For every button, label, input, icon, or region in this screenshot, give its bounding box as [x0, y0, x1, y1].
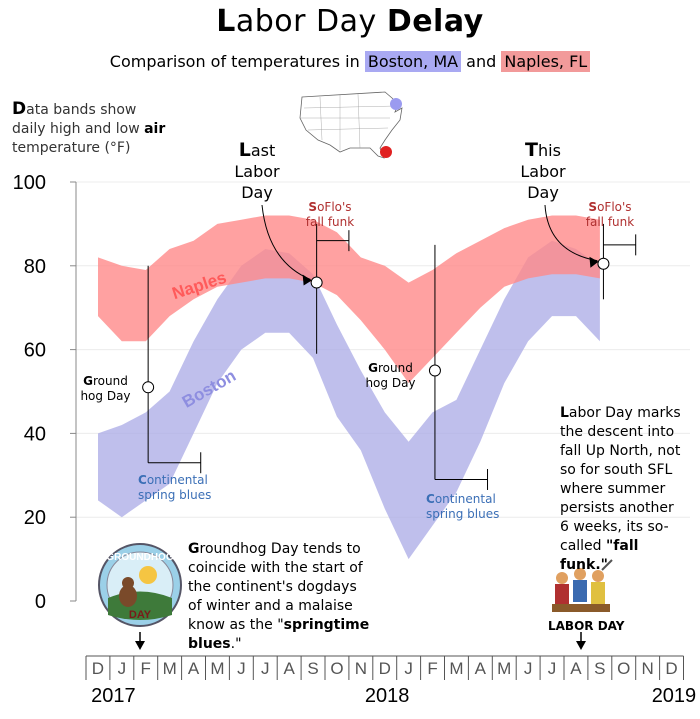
- x-month-label: N: [642, 659, 654, 678]
- chart-title: Labor Day Delay: [0, 4, 700, 39]
- y-tick-label: 20: [24, 507, 46, 529]
- y-tick-label: 60: [24, 340, 46, 362]
- title-bold: Delay: [386, 4, 484, 39]
- groundhog-label-2018: Ground hog Day: [365, 361, 416, 390]
- last-labor-day-label: Last Labor Day: [234, 139, 280, 203]
- x-month-label: J: [237, 659, 246, 678]
- naples-map-marker: [380, 146, 392, 158]
- x-month-label: J: [261, 659, 270, 678]
- y-tick-label: 0: [35, 591, 46, 613]
- x-month-label: M: [497, 659, 511, 678]
- x-month-label: M: [449, 659, 463, 678]
- x-month-label: D: [92, 659, 104, 678]
- x-year-label: 2018: [365, 685, 410, 707]
- x-month-label: M: [210, 659, 224, 678]
- labor-day-2018-marker: [597, 257, 610, 270]
- x-month-label: A: [570, 659, 582, 678]
- groundhog-explainer: Groundhog Day tends to coincide with the…: [188, 541, 370, 652]
- boston-band: [98, 240, 600, 560]
- spring-blues-label-2017: Continental spring blues: [138, 473, 212, 502]
- y-axis-note: Data bands show daily high and low air t…: [12, 100, 165, 158]
- this-labor-day-arrow: [544, 204, 598, 262]
- naples-band: [98, 215, 600, 384]
- x-month-label: A: [188, 659, 200, 678]
- x-month-label: F: [427, 659, 437, 678]
- title-text: abor Day: [235, 4, 387, 39]
- x-month-label: M: [163, 659, 177, 678]
- x-month-label: S: [307, 659, 318, 678]
- x-month-label: F: [141, 659, 151, 678]
- x-month-label: D: [665, 659, 677, 678]
- y-tick-label: 80: [24, 256, 46, 278]
- groundhog-2017-marker: [142, 381, 155, 394]
- groundhog-badge-bottom-text: DAY: [129, 609, 152, 621]
- fall-funk-label-2018: SoFlo's fall funk: [585, 200, 635, 229]
- x-month-label: J: [548, 659, 557, 678]
- y-note-line1: ata bands show: [26, 102, 137, 118]
- x-month-label: J: [524, 659, 533, 678]
- title-first-letter: L: [216, 4, 236, 39]
- subtitle-boston: Boston, MA: [364, 51, 462, 72]
- y-tick-label: 40: [24, 423, 46, 445]
- labor-day-2017-marker: [310, 276, 323, 289]
- x-month-label: J: [404, 659, 413, 678]
- x-month-label: O: [330, 659, 343, 678]
- labor-day-explainer: Labor Day marks the descent into fall Up…: [560, 405, 681, 573]
- fall-funk-label-2017: SoFlo's fall funk: [305, 200, 355, 229]
- spring-blues-label-2018: Continental spring blues: [426, 492, 500, 521]
- last-labor-day-arrow: [261, 204, 311, 281]
- labor-day-workers-icon: [550, 559, 613, 650]
- groundhog-2018-marker: [428, 364, 441, 377]
- y-note-first-letter: D: [12, 99, 27, 119]
- x-month-label: D: [379, 659, 391, 678]
- chart-subtitle: Comparison of temperatures in Boston, MA…: [0, 51, 700, 72]
- x-month-label: A: [475, 659, 487, 678]
- groundhog-badge-icon: GROUNDHOG DAY: [98, 543, 182, 650]
- x-year-label: 2017: [91, 685, 136, 707]
- arrow-head: [589, 256, 599, 268]
- x-month-label: N: [355, 659, 367, 678]
- event-markers: [142, 204, 637, 490]
- us-map-icon: [299, 91, 403, 159]
- boston-map-marker: [390, 98, 402, 110]
- x-month-label: J: [118, 659, 127, 678]
- subtitle-prefix: Comparison of temperatures in: [109, 52, 365, 71]
- groundhog-badge-top-text: GROUNDHOG: [106, 552, 173, 563]
- y-axis: 0 20 40 60 80 100: [13, 172, 77, 613]
- y-note-line2: daily high and low: [12, 121, 145, 137]
- labor-day-caption: LABOR DAY: [548, 619, 625, 633]
- groundhog-label-2017: Ground hog Day: [80, 374, 131, 403]
- y-note-bold: air: [144, 121, 166, 137]
- x-month-label: O: [617, 659, 630, 678]
- subtitle-and: and: [461, 52, 502, 71]
- this-labor-day-label: This Labor Day: [520, 139, 566, 203]
- y-tick-label: 100: [13, 172, 46, 194]
- x-month-label: S: [594, 659, 605, 678]
- y-note-line3: temperature (°F): [12, 140, 131, 156]
- x-year-label: 2019: [652, 685, 697, 707]
- subtitle-naples: Naples, FL: [501, 51, 591, 72]
- x-month-label: A: [283, 659, 295, 678]
- arrow-head: [302, 274, 312, 286]
